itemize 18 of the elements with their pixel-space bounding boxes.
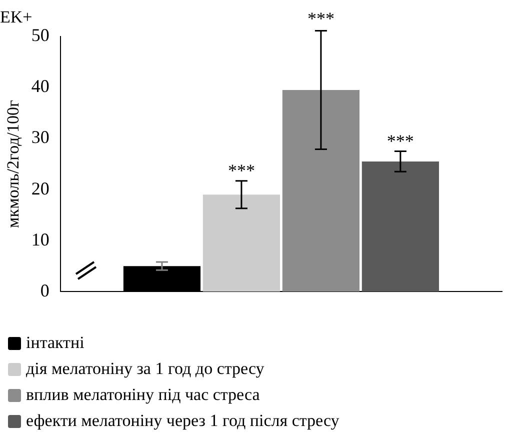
legend-label: дія мелатоніну за 1 год до стресу: [26, 358, 264, 380]
data-label: ***: [228, 160, 255, 181]
y-tick-label: 0: [40, 280, 50, 300]
y-tick-label: 10: [31, 229, 50, 250]
y-tick-label: 30: [31, 127, 50, 148]
data-label: ***: [386, 130, 414, 151]
y-axis-title: мкмоль/2год/100г: [4, 100, 23, 228]
bar: [202, 194, 280, 292]
legend-label: інтактні: [26, 332, 84, 354]
bar: [282, 90, 360, 292]
legend-label: вплив мелатоніну під час стреса: [26, 384, 260, 406]
legend-label: ефекти мелатоніну через 1 год після стресу: [26, 410, 340, 432]
chart-title: EK+: [0, 8, 32, 27]
y-tick-label: 20: [31, 178, 50, 198]
y-tick-label: 50: [31, 25, 50, 46]
annotation: ***: [307, 8, 334, 28]
y-tick-label: 40: [31, 76, 50, 96]
bar: [362, 161, 439, 292]
